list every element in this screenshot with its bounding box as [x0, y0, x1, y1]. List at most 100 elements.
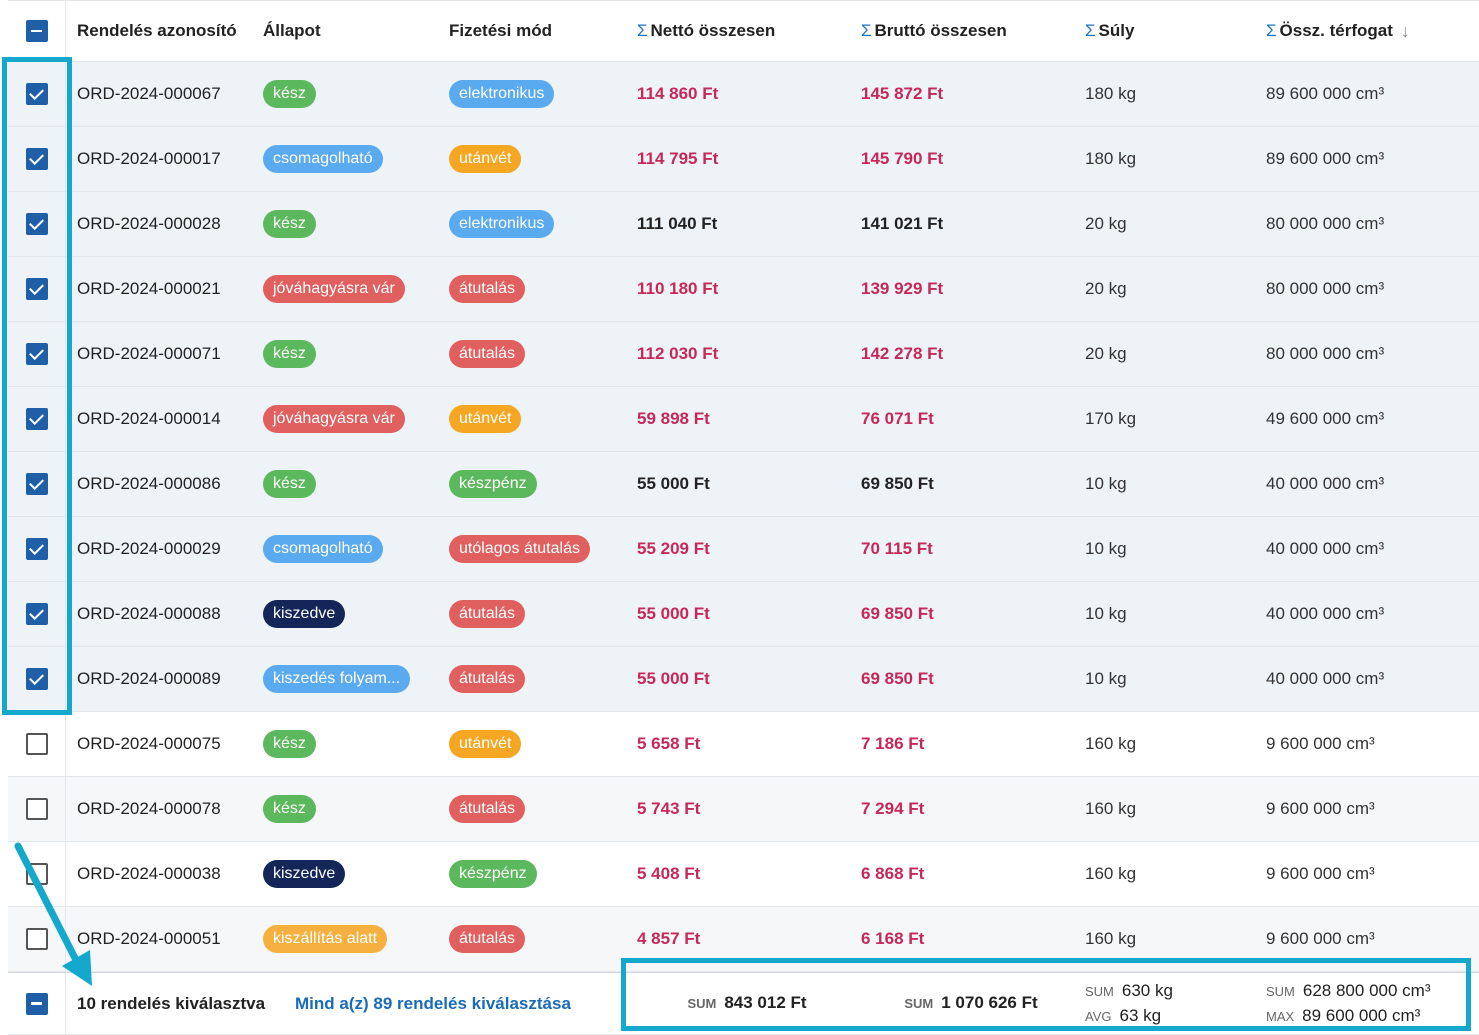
row-checkbox[interactable]: [25, 83, 48, 105]
header-net[interactable]: Σ Nettó összesen: [637, 1, 857, 61]
order-id[interactable]: ORD-2024-000078: [77, 799, 221, 818]
volume-sum-label: SUM: [1266, 983, 1295, 999]
select-all-link[interactable]: Mind a(z) 89 rendelés kiválasztása: [295, 993, 571, 1013]
row-checkbox[interactable]: [25, 603, 48, 625]
order-id[interactable]: ORD-2024-000028: [77, 214, 221, 233]
status-badge: csomagolható: [263, 535, 383, 563]
gross-total: 7 186 Ft: [861, 734, 925, 753]
row-checkbox[interactable]: [25, 148, 48, 170]
row-checkbox[interactable]: [25, 408, 48, 430]
gross-total: 141 021 Ft: [861, 214, 944, 233]
row-checkbox[interactable]: [25, 798, 48, 820]
weight: 10 kg: [1085, 539, 1127, 558]
weight-avg-value: 63 kg: [1119, 1005, 1162, 1025]
table-row[interactable]: ORD-2024-000017 csomagolható utánvét 114 79…: [8, 127, 1479, 192]
table-row[interactable]: ORD-2024-000088 kiszedve átutalás 55 000 Ft…: [8, 582, 1479, 647]
volume: 89 600 000 cm³: [1266, 149, 1385, 168]
row-select-cell: [8, 647, 66, 711]
header-status[interactable]: Állapot: [263, 21, 321, 40]
order-id[interactable]: ORD-2024-000029: [77, 539, 221, 558]
payment-badge: átutalás: [449, 340, 526, 368]
gross-total: 139 929 Ft: [861, 279, 944, 298]
order-id[interactable]: ORD-2024-000075: [77, 734, 221, 753]
row-checkbox[interactable]: [25, 668, 48, 690]
volume: 40 000 000 cm³: [1266, 474, 1385, 493]
row-checkbox[interactable]: [25, 733, 48, 755]
row-checkbox[interactable]: [25, 278, 48, 300]
row-checkbox[interactable]: [25, 863, 48, 885]
sigma-icon: Σ: [1266, 21, 1277, 40]
volume: 9 600 000 cm³: [1266, 929, 1375, 948]
status-cell: kiszedve: [263, 582, 443, 646]
row-checkbox[interactable]: [25, 343, 48, 365]
gross-total: 7 294 Ft: [861, 799, 925, 818]
header-weight[interactable]: Σ Súly: [1085, 1, 1260, 61]
grid-header: Rendelés azonosító Állapot Fizetési mód …: [8, 0, 1479, 62]
payment-badge: utólagos átutalás: [449, 535, 590, 563]
table-row[interactable]: ORD-2024-000028 kész elektronikus 111 040 F…: [8, 192, 1479, 257]
table-row[interactable]: ORD-2024-000078 kész átutalás 5 743 Ft 7 294…: [8, 777, 1479, 842]
row-select-cell: [8, 192, 66, 256]
order-id[interactable]: ORD-2024-000038: [77, 864, 221, 883]
row-checkbox[interactable]: [25, 473, 48, 495]
net-total: 55 000 Ft: [637, 474, 710, 493]
row-checkbox[interactable]: [25, 213, 48, 235]
order-id[interactable]: ORD-2024-000086: [77, 474, 221, 493]
gross-total: 6 868 Ft: [861, 864, 925, 883]
row-select-cell: [8, 257, 66, 321]
row-select-cell: [8, 387, 66, 451]
header-weight-label: Súly: [1098, 21, 1135, 40]
table-row[interactable]: ORD-2024-000021 jóváhagyásra vár átutalás 1…: [8, 257, 1479, 322]
header-gross[interactable]: Σ Bruttó összesen: [861, 1, 1081, 61]
weight-avg-label: AVG: [1085, 1008, 1112, 1024]
header-payment[interactable]: Fizetési mód: [449, 21, 552, 40]
payment-cell: készpénz: [449, 842, 629, 906]
table-row[interactable]: ORD-2024-000029 csomagolható utólagos átut…: [8, 517, 1479, 582]
select-all-checkbox[interactable]: [25, 20, 48, 42]
header-volume[interactable]: Σ Össz. térfogat ↓: [1266, 1, 1476, 61]
volume-aggregate: SUM 628 800 000 cm³ MAX 89 600 000 cm³: [1266, 973, 1476, 1034]
table-row[interactable]: ORD-2024-000051 kiszállítás alatt átutalás…: [8, 907, 1479, 972]
footer-select-checkbox[interactable]: [25, 992, 48, 1015]
status-cell: kész: [263, 777, 443, 841]
order-id[interactable]: ORD-2024-000067: [77, 84, 221, 103]
weight-sum-value: 630 kg: [1121, 980, 1173, 1000]
weight: 180 kg: [1085, 84, 1137, 103]
order-id[interactable]: ORD-2024-000071: [77, 344, 221, 363]
order-id[interactable]: ORD-2024-000088: [77, 604, 221, 623]
payment-badge: utánvét: [449, 405, 522, 433]
table-row[interactable]: ORD-2024-000075 kész utánvét 5 658 Ft 7 186 …: [8, 712, 1479, 777]
status-cell: jóváhagyásra vár: [263, 387, 443, 451]
payment-cell: átutalás: [449, 907, 629, 971]
table-row[interactable]: ORD-2024-000089 kiszedés folyam... átutalá…: [8, 647, 1479, 712]
order-id[interactable]: ORD-2024-000089: [77, 669, 221, 688]
header-id[interactable]: Rendelés azonosító: [77, 21, 237, 40]
row-select-cell: [8, 127, 66, 191]
order-id[interactable]: ORD-2024-000021: [77, 279, 221, 298]
row-checkbox[interactable]: [25, 928, 48, 950]
sigma-icon: Σ: [861, 21, 872, 40]
sigma-icon: Σ: [1085, 21, 1096, 40]
gross-aggregate: SUM 1 070 626 Ft: [861, 973, 1081, 1034]
status-cell: csomagolható: [263, 517, 443, 581]
order-id[interactable]: ORD-2024-000017: [77, 149, 221, 168]
order-id[interactable]: ORD-2024-000051: [77, 929, 221, 948]
table-row[interactable]: ORD-2024-000038 kiszedve készpénz 5 408 Ft 6…: [8, 842, 1479, 907]
table-row[interactable]: ORD-2024-000071 kész átutalás 112 030 Ft 142…: [8, 322, 1479, 387]
row-checkbox[interactable]: [25, 538, 48, 560]
payment-badge: elektronikus: [449, 80, 555, 108]
payment-badge: átutalás: [449, 795, 526, 823]
order-id[interactable]: ORD-2024-000014: [77, 409, 221, 428]
sort-descending-icon[interactable]: ↓: [1400, 20, 1410, 41]
table-row[interactable]: ORD-2024-000067 kész elektronikus 114 860 F…: [8, 62, 1479, 127]
payment-cell: elektronikus: [449, 192, 629, 256]
table-row[interactable]: ORD-2024-000014 jóváhagyásra vár utánvét 59…: [8, 387, 1479, 452]
weight-sum-label: SUM: [1085, 983, 1114, 999]
volume: 9 600 000 cm³: [1266, 734, 1375, 753]
footer-select-cell: [8, 973, 66, 1034]
weight-aggregate: SUM 630 kg AVG 63 kg: [1085, 973, 1260, 1034]
status-badge: kész: [263, 795, 316, 823]
table-row[interactable]: ORD-2024-000086 kész készpénz 55 000 Ft 69 8…: [8, 452, 1479, 517]
weight: 20 kg: [1085, 279, 1127, 298]
payment-badge: utánvét: [449, 145, 522, 173]
